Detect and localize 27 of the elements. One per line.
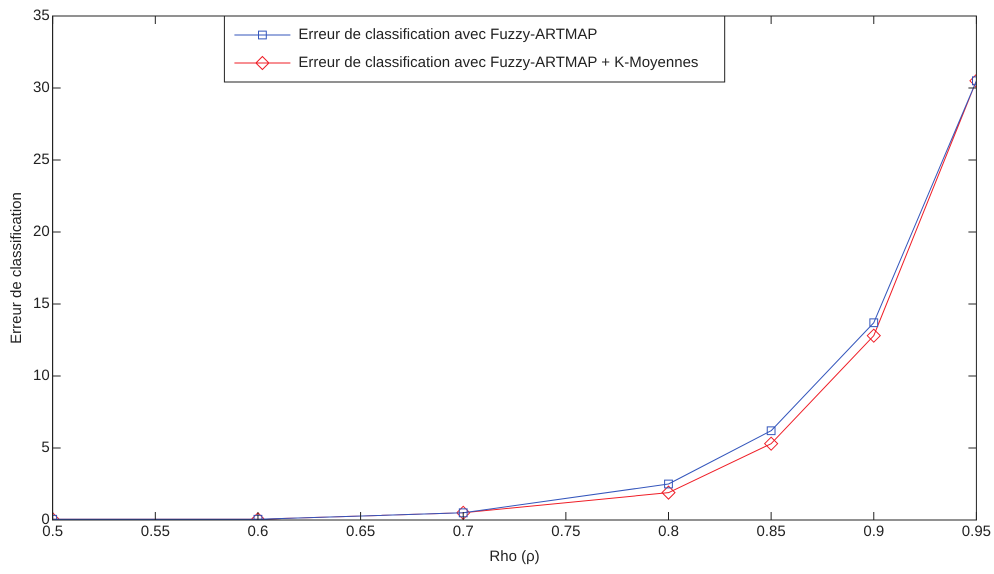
x-tick-label: 0.75 bbox=[551, 523, 580, 540]
y-tick-label: 20 bbox=[32, 223, 50, 240]
y-tick-label: 15 bbox=[32, 295, 50, 312]
point bbox=[866, 328, 881, 343]
y-tick-label: 35 bbox=[32, 7, 50, 24]
x-tick-label: 0.85 bbox=[756, 523, 786, 540]
x-axis-title: Rho (ρ) bbox=[489, 548, 540, 566]
y-tick-label: 25 bbox=[32, 151, 50, 168]
y-tick-label: 30 bbox=[32, 79, 50, 96]
point bbox=[764, 436, 778, 451]
point bbox=[869, 318, 878, 328]
x-tick-label: 0.9 bbox=[863, 523, 884, 540]
x-tick-label: 0.95 bbox=[962, 523, 992, 540]
point bbox=[661, 486, 676, 500]
x-tick-label: 0.55 bbox=[140, 523, 170, 540]
point bbox=[766, 426, 776, 436]
point bbox=[664, 480, 673, 488]
x-tick-label: 0.65 bbox=[346, 523, 376, 540]
x-tick-label: 0.7 bbox=[452, 523, 474, 540]
point bbox=[456, 506, 470, 520]
legend-label: Erreur de classification avec Fuzzy-ARTMAP + K-Moyennes bbox=[298, 54, 698, 72]
x-tick-label: 0.6 bbox=[248, 523, 268, 540]
x-tick-label: 0.8 bbox=[658, 523, 679, 540]
legend-label: Erreur de classification avec Fuzzy-ARTMAP bbox=[298, 26, 598, 44]
y-tick-label: 5 bbox=[41, 439, 50, 456]
y-axis-title: Erreur de classification bbox=[8, 192, 26, 344]
y-tick-label: 10 bbox=[32, 367, 50, 384]
